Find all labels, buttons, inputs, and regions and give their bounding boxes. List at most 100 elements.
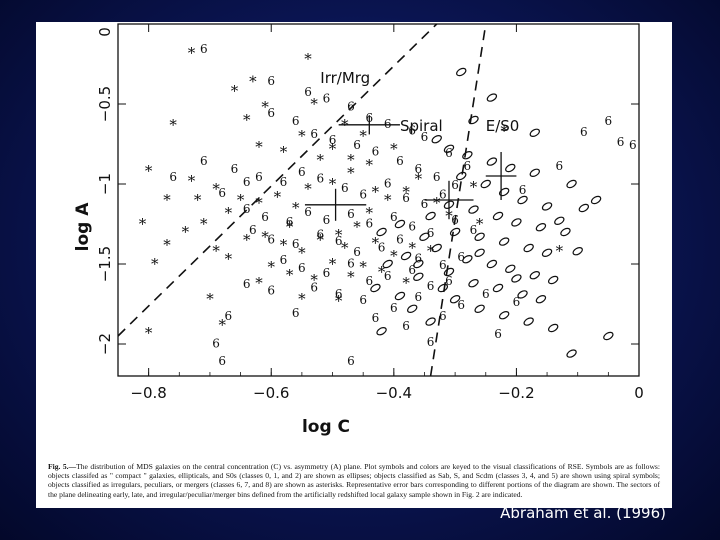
ellipse-point xyxy=(474,304,485,314)
spiral-point: 6 xyxy=(243,175,251,189)
spiral-point: 6 xyxy=(513,295,521,309)
spiral-point: 6 xyxy=(433,170,441,184)
spiral-point: 6 xyxy=(310,280,318,294)
ellipse-point xyxy=(474,232,485,242)
x-tick-label: −0.8 xyxy=(130,384,166,402)
ellipse-point xyxy=(468,115,479,125)
spiral-point: 6 xyxy=(353,138,361,152)
spiral-point: 6 xyxy=(353,245,361,259)
spiral-point: 6 xyxy=(555,159,563,173)
asterisk-point: * xyxy=(286,218,294,236)
spiral-point: 6 xyxy=(494,327,502,341)
spiral-point: 6 xyxy=(457,250,465,264)
asterisk-point: * xyxy=(353,218,361,236)
citation-credit: Abraham et al. (1996) xyxy=(500,504,666,522)
x-tick-label: −0.4 xyxy=(376,384,412,402)
asterisk-point: * xyxy=(378,263,386,281)
ellipse-point xyxy=(572,246,583,256)
asterisk-point: * xyxy=(188,172,196,190)
asterisk-point: * xyxy=(372,234,380,252)
spiral-point: 6 xyxy=(292,237,300,251)
asterisk-point: * xyxy=(445,207,453,225)
ellipse-point xyxy=(498,237,510,246)
asterisk-point: * xyxy=(341,239,349,257)
y-tick-label: −2 xyxy=(96,333,114,355)
ellipse-point xyxy=(566,349,577,358)
spiral-point: 6 xyxy=(212,336,220,350)
spiral-point: 6 xyxy=(249,223,257,237)
ellipse-point xyxy=(566,179,577,189)
spiral-point: 6 xyxy=(402,191,410,205)
ellipse-point xyxy=(603,331,614,341)
ellipse-point xyxy=(492,211,504,221)
asterisk-point: * xyxy=(335,292,343,310)
ellipse-point xyxy=(413,272,424,282)
figure-caption: Fig. 5.—The distribution of MDS galaxies… xyxy=(48,462,660,499)
scatter-plot: −0.8 −0.6 −0.4 −0.2 0−0.5−1−1.5−20 * ********… xyxy=(73,23,644,437)
spiral-point: 6 xyxy=(365,274,373,288)
asterisk-point: * xyxy=(347,151,355,169)
ellipse-point xyxy=(548,275,559,285)
y-axis-label: log A xyxy=(73,202,93,252)
asterisk-point: * xyxy=(298,290,306,308)
ellipse-point xyxy=(529,168,540,178)
asterisk-point: * xyxy=(182,223,190,241)
asterisk-point: * xyxy=(212,242,220,260)
ellipse-point xyxy=(529,128,540,138)
asterisk-point: * xyxy=(145,162,153,180)
spiral-point: 6 xyxy=(605,114,613,128)
asterisk-point: * xyxy=(372,183,380,201)
ellipse-point xyxy=(535,294,547,304)
spiral-point: 6 xyxy=(390,210,398,224)
ellipse-point xyxy=(498,187,510,197)
ellipse-point xyxy=(523,317,534,326)
asterisk-point: * xyxy=(243,111,251,129)
spiral-point: 6 xyxy=(372,311,380,325)
spiral-point: 6 xyxy=(200,154,208,168)
asterisk-point: * xyxy=(151,255,159,273)
ellipse-point xyxy=(370,283,381,293)
ellipse-point xyxy=(431,134,442,144)
spiral-point: 6 xyxy=(329,133,337,147)
spiral-point: 6 xyxy=(323,266,331,280)
y-tick-label: 0 xyxy=(96,27,114,37)
spiral-point: 6 xyxy=(359,188,367,202)
spiral-point: 6 xyxy=(427,226,435,240)
ellipse-point xyxy=(529,270,540,280)
spiral-point: 6 xyxy=(292,306,300,320)
spiral-point: 6 xyxy=(451,213,459,227)
ellipse-point xyxy=(449,227,461,237)
asterisk-point: * xyxy=(145,324,153,342)
asterisk-point: * xyxy=(286,266,294,284)
spiral-point: 6 xyxy=(390,301,398,315)
asterisk-point: * xyxy=(310,271,318,289)
ellipse-point xyxy=(456,67,467,77)
asterisk-point: * xyxy=(329,255,337,273)
spiral-point: 6 xyxy=(365,111,373,125)
spiral-point: 6 xyxy=(231,162,239,176)
asterisk-point: * xyxy=(556,242,564,260)
ellipse-point xyxy=(462,254,473,264)
ellipse-point xyxy=(541,202,553,211)
ellipse-point xyxy=(400,251,412,261)
asterisk-point: * xyxy=(470,178,478,196)
asterisk-point: * xyxy=(163,236,171,254)
ellipse-point xyxy=(425,317,436,326)
ellipse-point xyxy=(548,323,559,333)
asterisk-point: * xyxy=(402,183,410,201)
asterisk-point: * xyxy=(188,44,196,62)
asterisk-point: * xyxy=(500,122,508,140)
asterisk-point: * xyxy=(304,180,312,198)
asterisk-point: * xyxy=(427,242,435,260)
spiral-point: 6 xyxy=(218,354,226,368)
ellipse-point xyxy=(394,291,406,301)
ellipse-point xyxy=(486,259,498,269)
ellipse-point xyxy=(498,310,510,320)
x-tick-label: 0 xyxy=(634,384,644,402)
spiral-point: 6 xyxy=(629,138,637,152)
asterisk-point: * xyxy=(347,164,355,182)
ellipse-point xyxy=(492,283,504,293)
asterisk-point: * xyxy=(408,239,416,257)
x-axis-label: log C xyxy=(302,417,350,437)
asterisk-point: * xyxy=(317,231,325,249)
